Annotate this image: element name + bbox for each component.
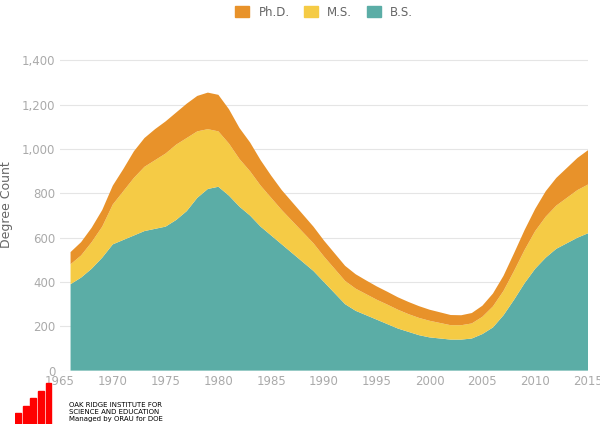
Bar <box>23 406 29 424</box>
Bar <box>15 413 21 424</box>
Text: OAK RIDGE INSTITUTE FOR
SCIENCE AND EDUCATION
Managed by ORAU for DOE: OAK RIDGE INSTITUTE FOR SCIENCE AND EDUC… <box>69 402 163 422</box>
Y-axis label: Degree Count: Degree Count <box>1 161 13 248</box>
Bar <box>38 391 44 424</box>
Legend: Ph.D., M.S., B.S.: Ph.D., M.S., B.S. <box>230 1 418 23</box>
Bar <box>46 383 52 424</box>
Bar <box>30 398 36 424</box>
